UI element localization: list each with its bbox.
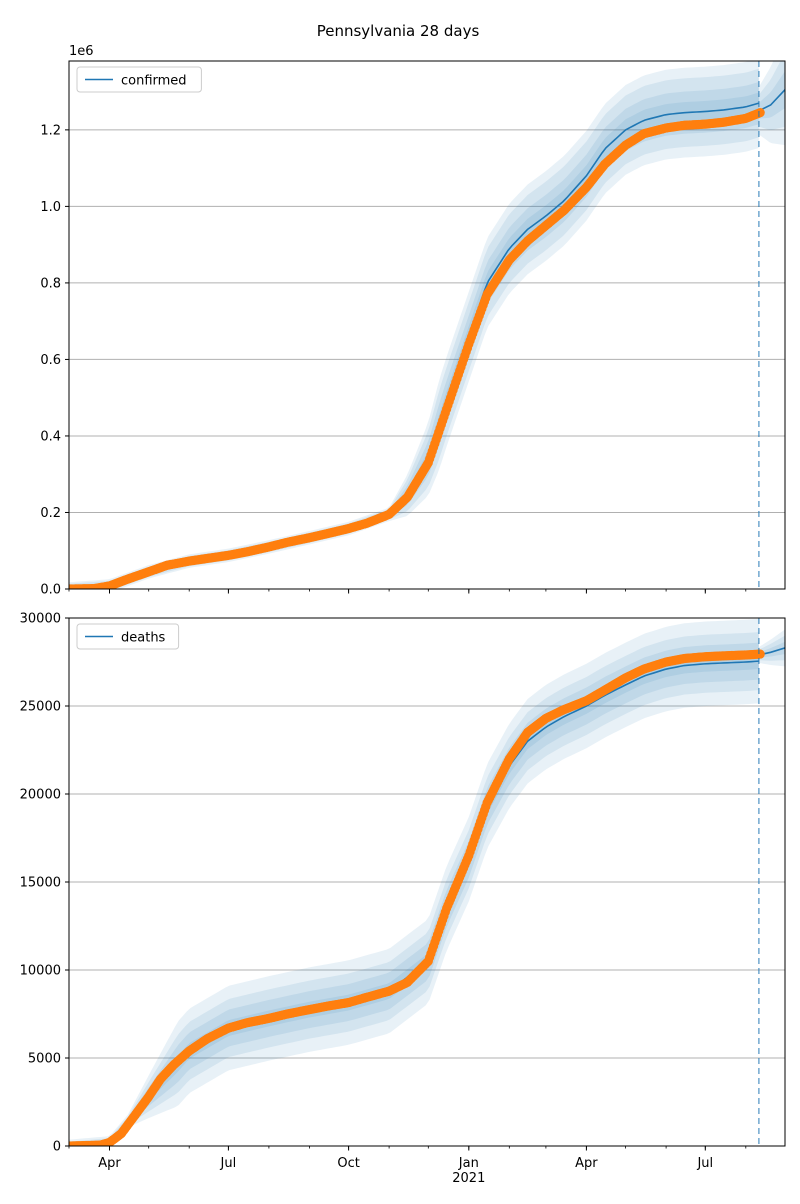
y-scale-label: 1e6 [69, 44, 94, 59]
forecast-band [758, 635, 785, 661]
uncertainty-band [69, 632, 759, 1146]
y-tick-label: 1.0 [40, 200, 61, 215]
legend-box [76, 66, 202, 93]
y-tick-label: 0.2 [40, 506, 61, 521]
y-tick-label: 1.2 [40, 123, 61, 138]
forecast-band [758, 61, 785, 131]
y-tick-label: 10000 [20, 964, 61, 979]
x-tick-label: Oct [337, 1156, 359, 1171]
deaths-panel: 0 5000 10000 15000 20000 25000 30000 Apr Jul Oct J… [20, 612, 786, 1186]
legend: confirmed [76, 66, 202, 93]
legend: deaths [76, 623, 180, 650]
legend-box [76, 623, 180, 650]
x-tick-label: Jul [696, 1156, 713, 1171]
confirmed-panel: 0.0 0.2 0.4 0.6 0.8 1.0 1.2 1e6 confirmed [40, 44, 786, 598]
legend-label: confirmed [121, 74, 187, 89]
y-tick-label: 0.8 [40, 276, 61, 291]
y-tick-label: 0.4 [40, 429, 61, 444]
y-tick-label: 5000 [28, 1052, 61, 1067]
forecast-band [758, 61, 785, 146]
uncertainty-band [69, 92, 759, 589]
x-tick-label: Apr [98, 1156, 121, 1171]
uncertainty-band [69, 68, 759, 589]
y-tick-label: 20000 [20, 788, 61, 803]
x-tick-label: Jan [458, 1156, 479, 1171]
observed-point [755, 649, 765, 659]
y-tick-label: 25000 [20, 700, 61, 715]
y-tick-label: 0 [53, 1140, 61, 1155]
observed-point [755, 108, 765, 118]
axes-frame [68, 60, 786, 590]
uncertainty-band [69, 61, 759, 589]
y-tick-label: 0.6 [40, 353, 61, 368]
y-tick-label: 15000 [20, 876, 61, 891]
x-tick-label: Apr [575, 1156, 598, 1171]
x-year-label: 2021 [452, 1171, 485, 1186]
y-tick-label: 0.0 [40, 583, 61, 598]
y-tick-label: 30000 [20, 612, 61, 627]
figure-title: Pennsylvania 28 days [317, 22, 480, 40]
axes-frame [68, 617, 786, 1147]
x-tick-label: Jul [220, 1156, 237, 1171]
legend-label: deaths [121, 631, 166, 646]
model-line [69, 102, 760, 589]
forecast-line [758, 89, 785, 112]
uncertainty-band [69, 618, 759, 1146]
forecast-band [758, 629, 785, 667]
